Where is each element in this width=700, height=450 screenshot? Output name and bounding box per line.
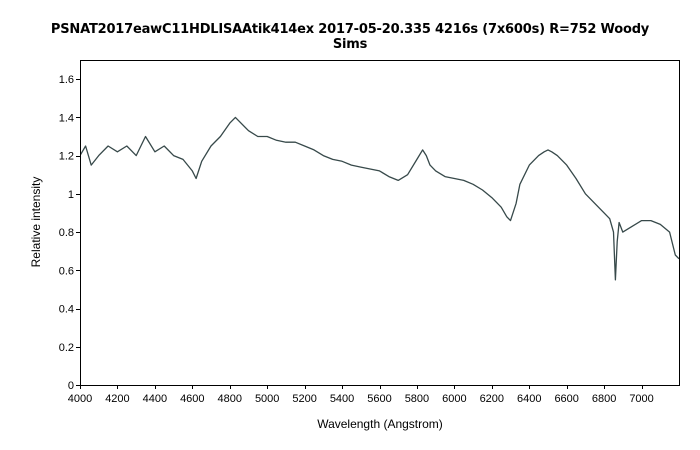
y-axis: 0 0.2 0.4 0.6 0.8 1 1.2 1.4 1.6	[59, 74, 80, 392]
chart-title-line-2: Sims	[332, 37, 368, 52]
series-group	[81, 116, 679, 281]
x-tick-label: 4400	[143, 393, 167, 405]
y-tick-label: 0.6	[59, 265, 74, 277]
chart-title-line-1: PSNAT2017eawC11HDLISAAtik414ex 2017-05-2…	[50, 22, 650, 37]
y-tick-label: 0.4	[59, 304, 74, 316]
spectrum-line	[81, 116, 679, 281]
x-tick-label: 5400	[330, 393, 354, 405]
x-tick-label: 6800	[592, 393, 616, 405]
x-axis: 4000 4200 4400 4600 4800 5000 5200 5400 5600 5800…	[68, 385, 654, 405]
y-tick-label: 0.8	[59, 227, 74, 239]
x-axis-title: Wavelength (Angstrom)	[317, 417, 443, 431]
y-tick-label: 1.4	[59, 112, 74, 124]
x-tick-label: 5600	[367, 393, 391, 405]
x-tick-label: 4600	[180, 393, 204, 405]
x-tick-label: 4200	[105, 393, 129, 405]
x-tick-label: 6000	[442, 393, 466, 405]
x-tick-label: 4000	[68, 393, 92, 405]
y-tick-label: 1.2	[59, 151, 74, 163]
y-tick-label: 1	[68, 189, 74, 201]
x-tick-label: 6600	[554, 393, 578, 405]
chart-title: PSNAT2017eawC11HDLISAAtik414ex 2017-05-2…	[0, 22, 700, 52]
y-tick-label: 0.2	[59, 342, 74, 354]
x-tick-label: 5200	[292, 393, 316, 405]
x-tick-label: 5000	[255, 393, 279, 405]
x-tick-label: 5800	[405, 393, 429, 405]
x-tick-label: 6200	[480, 393, 504, 405]
y-tick-label: 1.6	[59, 74, 74, 86]
x-tick-label: 4800	[218, 393, 242, 405]
plot-area	[80, 60, 680, 386]
y-axis-title: Relative intensity	[29, 177, 43, 268]
x-tick-label: 7000	[629, 393, 653, 405]
y-tick-label: 0	[68, 380, 74, 392]
x-tick-label: 6400	[517, 393, 541, 405]
